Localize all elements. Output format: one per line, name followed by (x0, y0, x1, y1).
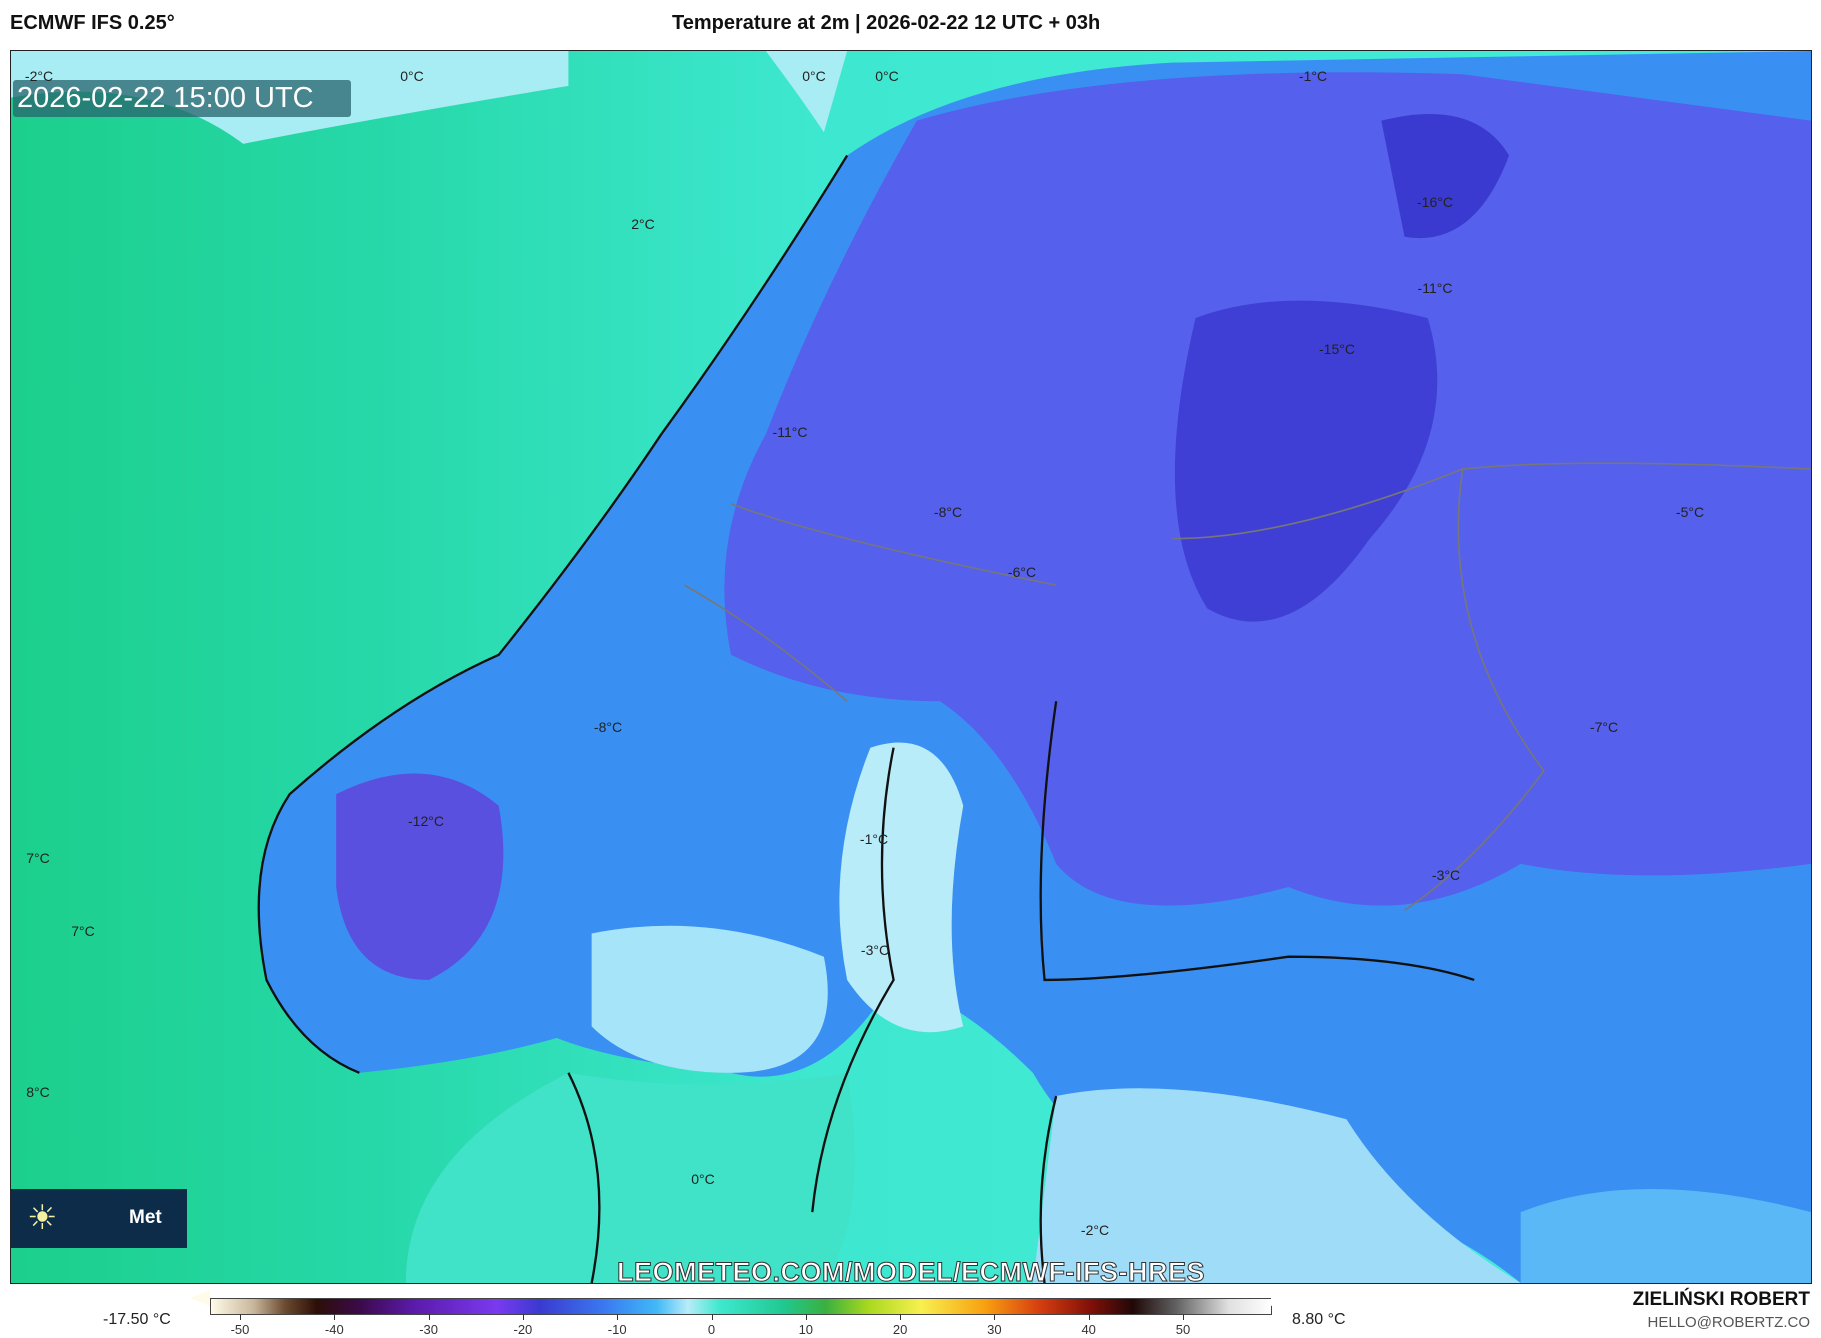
colorbar-tick-label: -40 (324, 1322, 344, 1337)
contour-label: -6°C (1007, 564, 1037, 580)
colorbar-tick-mark (1088, 1314, 1090, 1320)
legend-min: -17.50 °C (103, 1311, 171, 1328)
watermark-url: LEOMETEO.COM/MODEL/ECMWF-IFS-HRES (617, 1257, 1205, 1284)
contour-label: -11°C (772, 424, 808, 440)
colorbar-tick-label: 30 (987, 1322, 1002, 1337)
contour-label: -15°C (1319, 341, 1355, 357)
contour-label: 0°C (802, 68, 826, 84)
contour-label: -11°C (1417, 280, 1453, 296)
colorbar-tick-mark (522, 1314, 524, 1320)
colorbar-tick-mark (711, 1314, 713, 1320)
contour-label: -2°C (24, 68, 54, 84)
colorbar-tick-mark (334, 1314, 336, 1320)
colorbar-high-cap (1271, 1290, 1291, 1306)
model-name: ECMWF IFS 0.25° (10, 12, 175, 34)
contour-label: 2°C (631, 216, 655, 232)
colorbar-tick-mark (428, 1314, 430, 1320)
sun-icon: ☀ (27, 1199, 58, 1237)
colorbar-tick-label: -30 (419, 1322, 438, 1337)
chart-title: Temperature at 2m | 2026-02-22 12 UTC + … (672, 12, 1101, 34)
colorbar-tick-label: 20 (892, 1322, 908, 1337)
colorbar-tick-mark (1183, 1314, 1184, 1320)
contour-label: 7°C (26, 850, 50, 866)
contour-label: 7°C (71, 923, 95, 939)
legend-max: 8.80 °C (1292, 1311, 1346, 1328)
colorbar-tick-mark (994, 1314, 996, 1320)
colorbar-tick-label: 50 (1175, 1322, 1191, 1337)
contour-label: -12°C (408, 813, 444, 829)
colorbar-low-cap (190, 1290, 210, 1306)
valid-time-label: 2026-02-22 15:00 UTC (13, 80, 351, 117)
contour-label: -1°C (859, 831, 889, 847)
map-field (11, 51, 1811, 1283)
logo-text: Met (129, 1207, 162, 1228)
contour-label: -3°C (860, 942, 890, 958)
temperature-map[interactable]: 2026-02-22 15:00 UTC -2°C 0°C 0°C 0°C -1… (10, 50, 1812, 1284)
author-email: HELLO@ROBERTZ.CO (1647, 1314, 1810, 1331)
colorbar-tick-label: 0 (707, 1322, 716, 1337)
colorbar-tick-label: 10 (798, 1322, 814, 1337)
colorbar-tick-mark (617, 1314, 619, 1320)
contour-label: 0°C (400, 68, 424, 84)
colorbar-tick-mark (240, 1314, 241, 1320)
colorbar-tick-label: -20 (513, 1322, 533, 1337)
contour-label: -16°C (1417, 194, 1453, 210)
contour-label: 0°C (691, 1171, 715, 1187)
author-name: ZIELIŃSKI ROBERT (1632, 1289, 1810, 1310)
colorbar-tick-label: -10 (607, 1322, 627, 1337)
brand-logo[interactable]: ☀ Met (11, 1189, 187, 1248)
contour-label: -2°C (1080, 1222, 1110, 1238)
contour-label: -7°C (1589, 719, 1619, 735)
contour-label: -3°C (1431, 867, 1461, 883)
contour-label: 8°C (26, 1084, 50, 1100)
colorbar-tick-label: 40 (1081, 1322, 1096, 1337)
contour-label: 0°C (875, 68, 899, 84)
colorbar-tick-mark (805, 1314, 807, 1320)
colorbar-tick-label: -50 (230, 1322, 250, 1337)
contour-label: -5°C (1675, 504, 1705, 520)
colorbar-tick-mark (900, 1314, 902, 1320)
contour-label: -8°C (593, 719, 623, 735)
colorbar (210, 1298, 1272, 1315)
contour-label: -8°C (933, 504, 963, 520)
contour-label: -1°C (1298, 68, 1328, 84)
